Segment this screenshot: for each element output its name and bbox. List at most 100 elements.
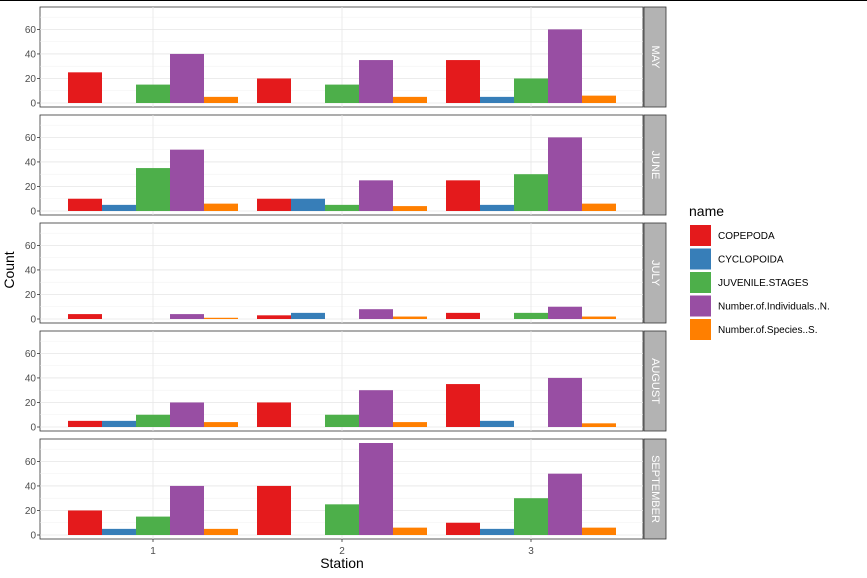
bar-number-of-individuals-n-station-1 <box>170 402 204 427</box>
bar-number-of-species-s-station-2 <box>393 316 427 319</box>
y-tick-label: 0 <box>30 99 36 110</box>
facet-strip <box>643 222 667 324</box>
bar-cyclopoida-station-1 <box>102 528 136 535</box>
facet-strip <box>643 114 667 216</box>
legend-label: COPEPODA <box>718 231 775 242</box>
bar-number-of-species-s-station-3 <box>582 527 616 535</box>
panel-june: 0 20 40 60 JUNE <box>25 114 667 218</box>
legend-key <box>690 225 711 246</box>
bar-number-of-individuals-n-station-2 <box>359 180 393 211</box>
facet-strip-label: JUNE <box>649 151 661 180</box>
legend: name COPEPODA CYCLOPOIDA JUVENILE.STAGES Nu… <box>689 203 830 340</box>
bar-copepoda-station-2 <box>257 402 291 427</box>
bar-cyclopoida-station-1 <box>102 204 136 211</box>
y-tick-label: 60 <box>25 349 37 360</box>
bar-cyclopoida-station-3 <box>480 420 514 427</box>
y-tick-label: 20 <box>25 182 37 193</box>
bar-cyclopoida-station-3 <box>480 96 514 103</box>
legend-label: Number.of.Individuals..N. <box>718 302 830 313</box>
bar-number-of-species-s-station-1 <box>204 96 238 103</box>
bar-copepoda-station-3 <box>446 180 480 211</box>
bar-number-of-species-s-station-1 <box>204 528 238 535</box>
facet-strip <box>643 438 667 540</box>
legend-key <box>690 272 711 293</box>
bar-juvenile-stages-station-2 <box>325 504 359 535</box>
y-tick-label: 0 <box>30 531 36 542</box>
bar-cyclopoida-station-3 <box>480 204 514 211</box>
bar-number-of-individuals-n-station-2 <box>359 443 393 535</box>
x-axis: 1 2 3 <box>150 539 534 557</box>
bar-juvenile-stages-station-2 <box>325 414 359 427</box>
bar-number-of-individuals-n-station-3 <box>548 137 582 211</box>
bar-number-of-species-s-station-1 <box>204 317 238 319</box>
y-tick-label: 20 <box>25 290 37 301</box>
bar-copepoda-station-2 <box>257 198 291 211</box>
panel-background <box>39 222 644 324</box>
y-tick-label: 0 <box>30 315 36 326</box>
bar-copepoda-station-2 <box>257 78 291 103</box>
bar-number-of-species-s-station-3 <box>582 95 616 103</box>
bar-number-of-species-s-station-2 <box>393 527 427 535</box>
bar-number-of-species-s-station-1 <box>204 203 238 211</box>
legend-label: JUVENILE.STAGES <box>718 278 809 289</box>
bar-copepoda-station-2 <box>257 485 291 535</box>
bar-number-of-species-s-station-2 <box>393 96 427 103</box>
bar-copepoda-station-2 <box>257 315 291 319</box>
facet-strip <box>643 330 667 432</box>
bar-copepoda-station-1 <box>68 198 102 211</box>
bar-juvenile-stages-station-3 <box>514 312 548 319</box>
bar-number-of-species-s-station-3 <box>582 203 616 211</box>
bar-number-of-individuals-n-station-1 <box>170 53 204 103</box>
x-tick-label: 3 <box>528 546 534 557</box>
y-tick-label: 40 <box>25 49 37 60</box>
legend-key <box>690 319 711 340</box>
x-tick-label: 1 <box>150 546 156 557</box>
bar-copepoda-station-1 <box>68 420 102 427</box>
bar-cyclopoida-station-2 <box>291 312 325 319</box>
bar-cyclopoida-station-3 <box>480 528 514 535</box>
panel-august: 0 20 40 60 AUGUST <box>25 330 667 434</box>
bar-copepoda-station-3 <box>446 60 480 103</box>
legend-title: name <box>689 203 724 219</box>
y-tick-label: 60 <box>25 25 37 36</box>
bar-number-of-individuals-n-station-2 <box>359 390 393 427</box>
y-tick-label: 0 <box>30 423 36 434</box>
bar-number-of-individuals-n-station-2 <box>359 60 393 103</box>
facet-strip <box>643 6 667 108</box>
bar-copepoda-station-1 <box>68 72 102 103</box>
legend-key <box>690 248 711 270</box>
legend-label: CYCLOPOIDA <box>718 255 784 266</box>
y-tick-label: 60 <box>25 133 37 144</box>
bar-cyclopoida-station-1 <box>102 420 136 427</box>
facet-strip-label: MAY <box>649 45 661 69</box>
y-tick-label: 40 <box>25 373 37 384</box>
bar-number-of-individuals-n-station-3 <box>548 29 582 103</box>
bar-copepoda-station-3 <box>446 522 480 535</box>
bar-juvenile-stages-station-3 <box>514 498 548 535</box>
bar-number-of-individuals-n-station-2 <box>359 309 393 319</box>
bar-cyclopoida-station-2 <box>291 198 325 211</box>
panel-september: 0 20 40 60 SEPTEMBER <box>25 438 667 542</box>
facet-panels: 0 20 40 60 MAY 0 20 40 60 JUNE 0 20 40 60 JULY 0 20 40 60 A… <box>25 6 667 542</box>
bar-number-of-individuals-n-station-1 <box>170 314 204 319</box>
bar-number-of-species-s-station-3 <box>582 423 616 427</box>
y-tick-label: 20 <box>25 74 37 85</box>
bar-copepoda-station-1 <box>68 510 102 535</box>
bar-number-of-individuals-n-station-3 <box>548 473 582 535</box>
y-tick-label: 20 <box>25 506 37 517</box>
x-axis-title: Station <box>320 555 364 571</box>
bar-juvenile-stages-station-1 <box>136 168 170 211</box>
y-tick-label: 60 <box>25 457 37 468</box>
bar-copepoda-station-3 <box>446 312 480 319</box>
bar-juvenile-stages-station-1 <box>136 84 170 103</box>
bar-juvenile-stages-station-2 <box>325 204 359 211</box>
x-tick-label: 2 <box>339 546 345 557</box>
panel-july: 0 20 40 60 JULY <box>25 222 667 326</box>
bar-juvenile-stages-station-1 <box>136 516 170 535</box>
panel-background <box>39 330 644 432</box>
facet-strip-label: JULY <box>649 260 661 287</box>
bar-juvenile-stages-station-3 <box>514 174 548 211</box>
bar-copepoda-station-3 <box>446 384 480 427</box>
y-tick-label: 0 <box>30 207 36 218</box>
